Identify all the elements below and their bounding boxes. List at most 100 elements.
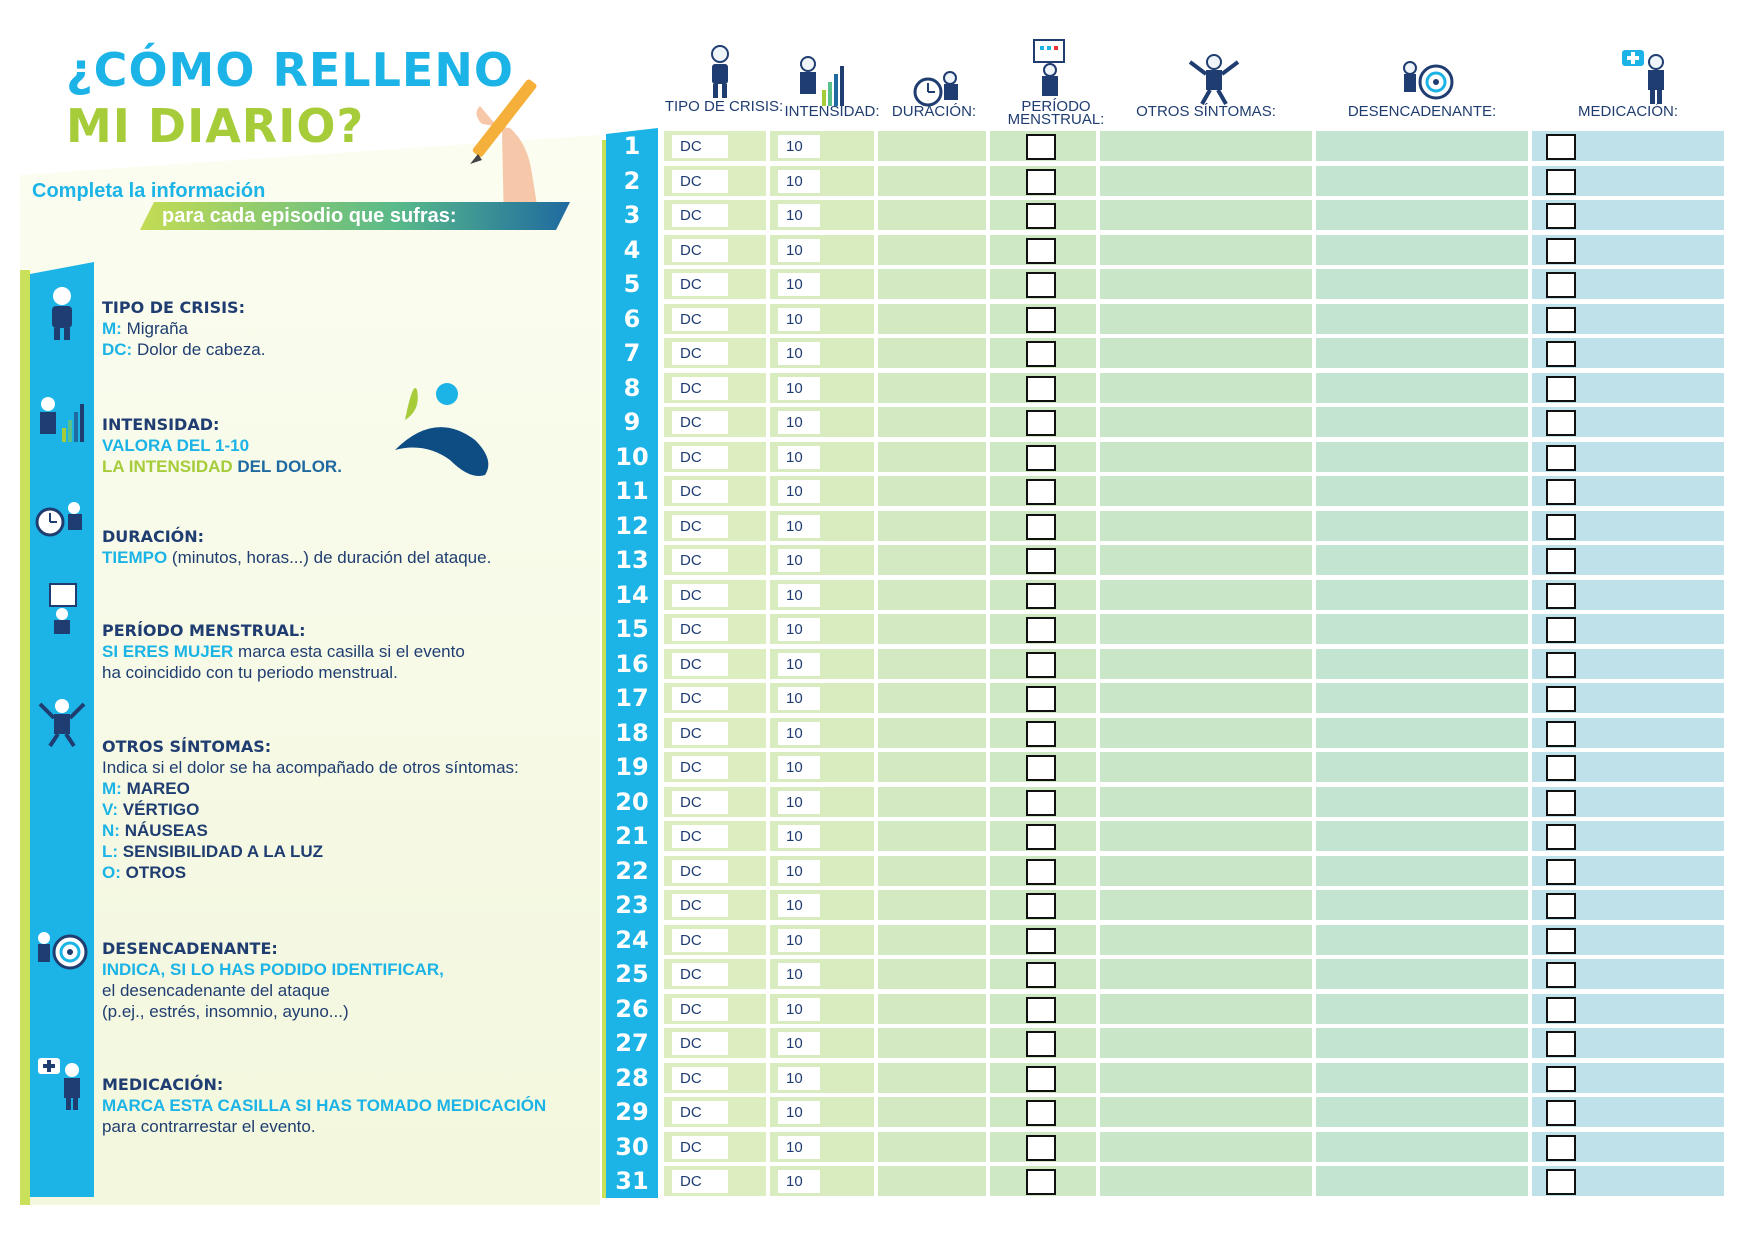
menstrual-checkbox[interactable] [1026,410,1056,436]
tipo-crisis-field[interactable]: DC [672,549,728,572]
menstrual-checkbox[interactable] [1026,341,1056,367]
tipo-crisis-field[interactable]: DC [672,997,728,1021]
otros-sintomas-field[interactable] [1100,1097,1312,1127]
tipo-crisis-field[interactable]: DC [672,342,728,365]
menstrual-checkbox[interactable] [1026,824,1056,850]
duracion-field[interactable] [878,510,986,541]
duracion-field[interactable] [878,545,986,575]
medicacion-checkbox[interactable] [1546,686,1576,712]
intensidad-field[interactable]: 10 [778,1170,820,1193]
desencadenante-field[interactable] [1316,407,1528,437]
intensidad-field[interactable]: 10 [778,1135,820,1159]
desencadenante-field[interactable] [1316,1166,1528,1196]
desencadenante-field[interactable] [1316,786,1528,817]
medicacion-checkbox[interactable] [1546,962,1576,988]
desencadenante-field[interactable] [1316,372,1528,403]
tipo-crisis-field[interactable]: DC [672,480,728,503]
tipo-crisis-field[interactable]: DC [672,721,728,745]
desencadenante-field[interactable] [1316,648,1528,679]
intensidad-field[interactable]: 10 [778,583,820,607]
duracion-field[interactable] [878,338,986,368]
tipo-crisis-field[interactable]: DC [672,963,728,986]
otros-sintomas-field[interactable] [1100,890,1312,920]
duracion-field[interactable] [878,717,986,748]
menstrual-checkbox[interactable] [1026,617,1056,643]
intensidad-field[interactable]: 10 [778,135,820,158]
intensidad-field[interactable]: 10 [778,997,820,1021]
desencadenante-field[interactable] [1316,855,1528,886]
medicacion-checkbox[interactable] [1546,858,1576,885]
intensidad-field[interactable]: 10 [778,376,820,400]
tipo-crisis-field[interactable]: DC [672,135,728,158]
otros-sintomas-field[interactable] [1100,510,1312,541]
intensidad-field[interactable]: 10 [778,1101,820,1124]
desencadenante-field[interactable] [1316,131,1528,161]
duracion-field[interactable] [878,924,986,955]
duracion-field[interactable] [878,303,986,334]
intensidad-field[interactable]: 10 [778,411,820,434]
medicacion-checkbox[interactable] [1546,651,1576,678]
tipo-crisis-field[interactable]: DC [672,273,728,296]
desencadenante-field[interactable] [1316,579,1528,610]
desencadenante-field[interactable] [1316,752,1528,782]
medicacion-checkbox[interactable] [1546,1100,1576,1126]
tipo-crisis-field[interactable]: DC [672,859,728,883]
menstrual-checkbox[interactable] [1026,582,1056,609]
tipo-crisis-field[interactable]: DC [672,1135,728,1159]
tipo-crisis-field[interactable]: DC [672,411,728,434]
desencadenante-field[interactable] [1316,1028,1528,1058]
menstrual-checkbox[interactable] [1026,134,1056,160]
menstrual-checkbox[interactable] [1026,479,1056,505]
intensidad-field[interactable]: 10 [778,618,820,641]
medicacion-checkbox[interactable] [1546,789,1576,816]
desencadenante-field[interactable] [1316,717,1528,748]
duracion-field[interactable] [878,1166,986,1196]
otros-sintomas-field[interactable] [1100,993,1312,1024]
otros-sintomas-field[interactable] [1100,683,1312,713]
otros-sintomas-field[interactable] [1100,441,1312,472]
tipo-crisis-field[interactable]: DC [672,1032,728,1055]
menstrual-checkbox[interactable] [1026,237,1056,264]
medicacion-checkbox[interactable] [1546,410,1576,436]
duracion-field[interactable] [878,683,986,713]
tipo-crisis-field[interactable]: DC [672,445,728,469]
duracion-field[interactable] [878,165,986,196]
menstrual-checkbox[interactable] [1026,203,1056,229]
medicacion-checkbox[interactable] [1546,306,1576,333]
desencadenante-field[interactable] [1316,821,1528,851]
otros-sintomas-field[interactable] [1100,303,1312,334]
otros-sintomas-field[interactable] [1100,407,1312,437]
tipo-crisis-field[interactable]: DC [672,307,728,331]
duracion-field[interactable] [878,1062,986,1093]
desencadenante-field[interactable] [1316,303,1528,334]
intensidad-field[interactable]: 10 [778,790,820,814]
desencadenante-field[interactable] [1316,200,1528,230]
medicacion-checkbox[interactable] [1546,1065,1576,1092]
otros-sintomas-field[interactable] [1100,234,1312,265]
medicacion-checkbox[interactable] [1546,1134,1576,1161]
intensidad-field[interactable]: 10 [778,169,820,193]
otros-sintomas-field[interactable] [1100,338,1312,368]
medicacion-checkbox[interactable] [1546,168,1576,195]
menstrual-checkbox[interactable] [1026,513,1056,540]
menstrual-checkbox[interactable] [1026,858,1056,885]
otros-sintomas-field[interactable] [1100,614,1312,644]
intensidad-field[interactable]: 10 [778,445,820,469]
medicacion-checkbox[interactable] [1546,582,1576,609]
otros-sintomas-field[interactable] [1100,821,1312,851]
menstrual-checkbox[interactable] [1026,720,1056,747]
menstrual-checkbox[interactable] [1026,893,1056,919]
menstrual-checkbox[interactable] [1026,1065,1056,1092]
duracion-field[interactable] [878,441,986,472]
medicacion-checkbox[interactable] [1546,1031,1576,1057]
menstrual-checkbox[interactable] [1026,548,1056,574]
intensidad-field[interactable]: 10 [778,756,820,779]
medicacion-checkbox[interactable] [1546,134,1576,160]
tipo-crisis-field[interactable]: DC [672,1066,728,1090]
duracion-field[interactable] [878,614,986,644]
medicacion-checkbox[interactable] [1546,513,1576,540]
duracion-field[interactable] [878,269,986,299]
desencadenante-field[interactable] [1316,959,1528,989]
medicacion-checkbox[interactable] [1546,617,1576,643]
duracion-field[interactable] [878,959,986,989]
